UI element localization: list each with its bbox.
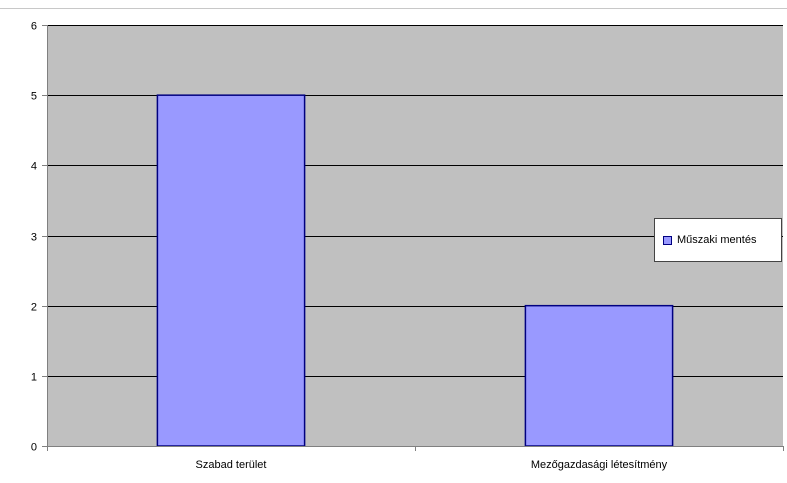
y-tick-label: 3 [31,232,37,244]
legend-swatch [663,235,672,245]
legend-label: Műszaki mentés [677,234,757,246]
y-tick-label: 4 [31,161,37,173]
y-tick-label: 1 [31,372,37,384]
bar [156,94,306,447]
legend: Műszaki mentés [654,218,782,262]
y-tick-label: 0 [31,442,37,454]
x-tick-label: Szabad terület [196,459,267,471]
y-tick-label: 2 [31,302,37,314]
x-tick-label: Mezőgazdasági létesítmény [531,459,668,471]
y-tick-label: 6 [31,21,37,33]
bar [524,304,674,447]
y-tick-label: 5 [31,91,37,103]
